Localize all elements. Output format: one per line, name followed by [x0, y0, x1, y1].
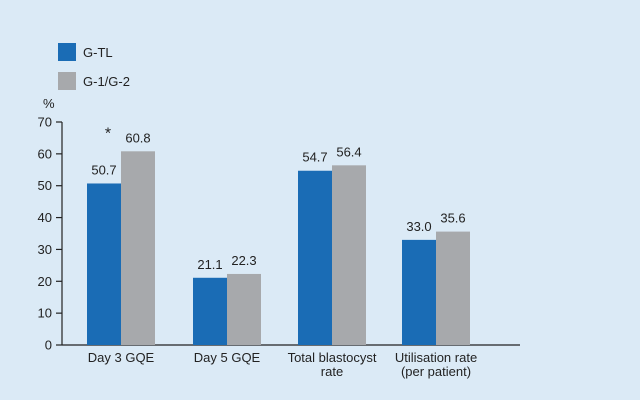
bar-value-label: 33.0: [406, 219, 431, 234]
bar-value-label: 21.1: [197, 257, 222, 272]
bar-g-tl: [402, 239, 436, 345]
significance-marker: *: [105, 125, 111, 142]
bar-g1-g2: [227, 273, 261, 345]
legend-swatch-g1-g2: [58, 72, 76, 90]
bar-value-label: 56.4: [336, 144, 361, 159]
y-tick-label: 10: [38, 306, 52, 321]
y-tick-label: 50: [38, 178, 52, 193]
bar-g1-g2: [121, 151, 155, 345]
bar-g1-g2: [436, 231, 470, 345]
legend-label-g1-g2: G-1/G-2: [83, 74, 130, 89]
bar-g-tl: [193, 277, 227, 345]
y-tick-label: 20: [38, 274, 52, 289]
bar-value-label: 54.7: [302, 150, 327, 165]
y-tick-label: 60: [38, 146, 52, 161]
y-axis-unit-label: %: [43, 96, 55, 111]
legend-swatch-g-tl: [58, 43, 76, 61]
bar-g-tl: [87, 183, 121, 345]
bar-value-label: 22.3: [231, 253, 256, 268]
legend-label-g-tl: G-TL: [83, 45, 113, 60]
category-label: Utilisation rate: [395, 350, 477, 365]
category-label: Day 5 GQE: [194, 350, 261, 365]
y-tick-label: 30: [38, 242, 52, 257]
y-tick-label: 0: [45, 338, 52, 353]
category-label: rate: [321, 364, 343, 379]
bar-value-label: 35.6: [440, 211, 465, 226]
category-label: Day 3 GQE: [88, 350, 155, 365]
bar-value-label: 50.7: [91, 162, 116, 177]
y-axis-ticks: 0 10 20 30 40 50 60 70: [38, 115, 62, 353]
bar-g-tl: [298, 170, 332, 345]
bar-value-label: 60.8: [125, 130, 150, 145]
legend: G-TL G-1/G-2: [58, 43, 130, 90]
category-label: Total blastocyst: [288, 350, 377, 365]
y-tick-label: 40: [38, 210, 52, 225]
bars: 50.7 60.8 21.1 22.3 54.7 56.4 33.0 35.6 *: [87, 125, 470, 345]
category-label: (per patient): [401, 364, 471, 379]
bar-g1-g2: [332, 165, 366, 345]
y-tick-label: 70: [38, 115, 52, 130]
